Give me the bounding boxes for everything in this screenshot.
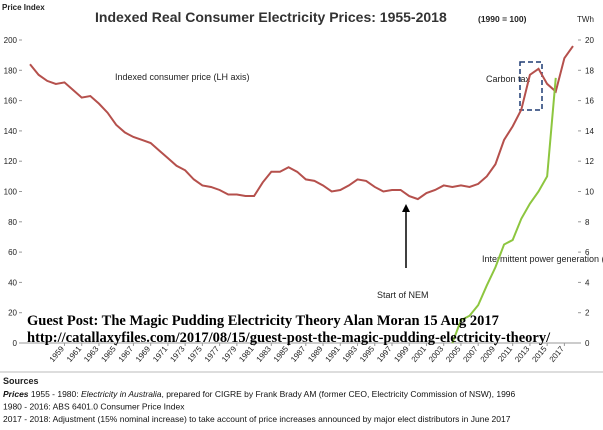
nem-arrow-head <box>402 204 410 212</box>
y-tick-label: 120 <box>4 157 18 166</box>
x-tick-label: 1993 <box>341 344 360 364</box>
source-text: Prices <box>3 389 29 399</box>
y-tick-label: 200 <box>4 36 18 45</box>
x-tick-label: 1971 <box>151 344 170 364</box>
y2-tick-label: 12 <box>585 157 594 166</box>
x-tick-label: 1963 <box>82 344 101 364</box>
y-tick-label: 80 <box>8 218 17 227</box>
x-tick-label: 1977 <box>203 344 222 364</box>
chart-title: Indexed Real Consumer Electricity Prices… <box>95 9 447 25</box>
x-tick-label: 1999 <box>392 344 411 364</box>
y-tick-label: 40 <box>8 278 17 287</box>
x-tick-label: 2001 <box>410 344 429 364</box>
y2-tick-label: 6 <box>585 248 590 257</box>
sources-heading: Sources <box>3 376 39 386</box>
series-line <box>451 77 557 344</box>
source-line: Prices 1955 - 1980: Electricity in Austr… <box>3 389 516 399</box>
x-tick-label: 1983 <box>255 344 274 364</box>
y-tick-label: 60 <box>8 248 17 257</box>
x-tick-label: 1975 <box>186 344 205 364</box>
x-tick-label: 2009 <box>479 344 498 364</box>
annotation: Indexed consumer price (LH axis) <box>115 72 250 82</box>
chart-subtitle: (1990 = 100) <box>478 14 527 24</box>
source-line: 2017 - 2018: Adjustment (15% nominal inc… <box>3 414 511 424</box>
x-tick-label: 2005 <box>444 344 463 364</box>
x-tick-label: 1961 <box>65 344 84 364</box>
annotation: Intermittent power generation (RH axis) <box>482 254 603 264</box>
y-tick-label: 100 <box>4 188 18 197</box>
x-tick-label: 1985 <box>272 344 291 364</box>
x-tick-label: 1989 <box>306 344 325 364</box>
x-tick-label: 2011 <box>496 344 514 363</box>
y2-tick-label: 20 <box>585 36 594 45</box>
source-line: 1980 - 2016: ABS 6401.0 Consumer Price I… <box>3 402 185 412</box>
annotation: http://catallaxyfiles.com/2017/08/15/gue… <box>27 330 551 346</box>
y2-tick-label: 18 <box>585 66 594 75</box>
y2-tick-label: 14 <box>585 127 594 136</box>
x-tick-label: 1973 <box>168 344 187 364</box>
y-axis-label: Price Index <box>2 3 45 12</box>
x-tick-label: 1987 <box>289 344 308 364</box>
y-tick-label: 160 <box>4 97 18 106</box>
annotation: Guest Post: The Magic Pudding Electricit… <box>27 313 499 329</box>
source-text: Electricity in Australia <box>81 389 162 399</box>
source-text: , prepared for CIGRE by Frank Brady AM (… <box>161 389 515 399</box>
x-tick-label: 1997 <box>375 344 394 364</box>
y2-tick-label: 16 <box>585 97 594 106</box>
y2-tick-label: 8 <box>585 218 590 227</box>
annotation: Start of NEM <box>377 290 429 300</box>
x-tick-label: 1979 <box>220 344 239 364</box>
y2-tick-label: 10 <box>585 188 594 197</box>
y-tick-label: 180 <box>4 66 18 75</box>
carbon-tax-box <box>519 61 543 111</box>
x-tick-label: 1969 <box>134 344 153 364</box>
x-tick-label: 2015 <box>530 344 549 364</box>
y-tick-label: 140 <box>4 127 18 136</box>
x-tick-label: 1965 <box>99 344 118 364</box>
y2-axis-label: TWh <box>577 15 594 24</box>
source-text: 1955 - 1980: <box>29 389 81 399</box>
y-tick-label: 0 <box>13 339 18 348</box>
x-tick-label: 2017 <box>548 344 567 364</box>
x-tick-label: 1991 <box>323 344 342 364</box>
x-tick-label: 1981 <box>237 344 256 364</box>
annotation: Carbon tax <box>486 74 531 84</box>
y2-tick-label: 2 <box>585 309 590 318</box>
x-tick-label: 2007 <box>461 344 480 364</box>
y-tick-label: 20 <box>8 309 17 318</box>
x-tick-label: 2013 <box>513 344 532 364</box>
x-tick-label: 1967 <box>117 344 136 364</box>
source-text: 2017 - 2018: Adjustment (15% nominal inc… <box>3 414 511 424</box>
series-line <box>29 45 574 201</box>
x-tick-label: 1995 <box>358 344 377 364</box>
y2-tick-label: 4 <box>585 278 590 287</box>
y2-tick-label: 0 <box>585 339 590 348</box>
x-tick-label: 1959 <box>48 344 67 364</box>
source-text: 1980 - 2016: ABS 6401.0 Consumer Price I… <box>3 402 185 412</box>
x-tick-label: 2003 <box>427 344 446 364</box>
